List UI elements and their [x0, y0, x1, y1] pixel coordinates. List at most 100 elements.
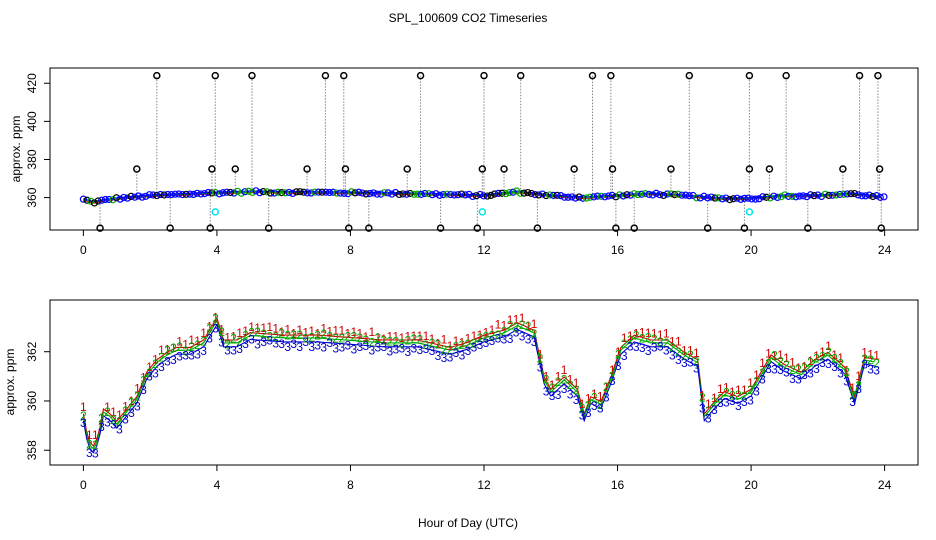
series-marker-1: 1 — [615, 345, 622, 359]
series-marker-2: 2 — [435, 337, 442, 351]
series-marker-3: 3 — [435, 349, 442, 363]
series-marker-1: 1 — [723, 380, 730, 394]
sample-point — [160, 191, 168, 199]
flagged-point — [208, 165, 216, 173]
sample-point — [637, 190, 646, 198]
sample-point — [344, 190, 352, 198]
series-marker-3: 3 — [381, 340, 388, 354]
series-marker-3: 3 — [711, 403, 718, 417]
sample-point — [663, 190, 671, 198]
series-marker-2: 2 — [140, 373, 147, 387]
series-marker-1: 1 — [651, 327, 658, 341]
flagged-point — [607, 71, 615, 80]
sample-point — [469, 192, 477, 201]
sample-point — [557, 192, 565, 200]
sample-point — [630, 190, 638, 198]
x-tick-label: 20 — [744, 478, 758, 492]
sample-point — [873, 192, 881, 200]
sample-point — [109, 196, 117, 204]
calibration-point — [745, 208, 754, 216]
series-marker-2: 2 — [825, 345, 832, 359]
series-marker-1: 1 — [387, 329, 394, 343]
sample-point — [755, 195, 763, 203]
series-marker-3: 3 — [122, 413, 129, 427]
series-marker-3: 3 — [759, 372, 766, 386]
sample-point — [476, 190, 484, 199]
series-marker-3: 3 — [284, 340, 291, 354]
flagged-point — [745, 71, 754, 80]
series-marker-3: 3 — [194, 348, 201, 362]
sample-point — [810, 192, 818, 200]
sample-point — [336, 189, 345, 197]
series-marker-2: 2 — [128, 396, 135, 410]
series-marker-2: 2 — [194, 338, 201, 352]
flagged-point — [166, 224, 174, 232]
series-marker-3: 3 — [170, 353, 177, 367]
sample-point — [406, 189, 414, 198]
sample-point — [189, 190, 198, 199]
series-marker-2: 2 — [705, 404, 712, 418]
series-marker-1: 1 — [374, 330, 381, 344]
series-marker-1: 1 — [603, 380, 610, 394]
series-marker-2: 2 — [525, 320, 532, 334]
series-marker-2: 2 — [260, 327, 267, 341]
sample-point — [582, 194, 591, 202]
sample-point — [483, 192, 491, 200]
sample-point — [270, 189, 278, 197]
sample-point — [79, 195, 87, 203]
series-marker-1: 1 — [134, 382, 141, 396]
series-marker-3: 3 — [747, 393, 754, 407]
series-marker-2: 2 — [789, 363, 796, 377]
sample-point — [869, 192, 877, 201]
sample-point — [604, 192, 613, 200]
sample-point — [417, 190, 425, 198]
series-marker-1: 1 — [837, 351, 844, 365]
series-marker-3: 3 — [320, 341, 327, 355]
series-marker-2: 2 — [477, 331, 484, 345]
series-marker-3: 3 — [441, 351, 448, 365]
sample-point — [498, 189, 506, 197]
sample-point — [443, 190, 451, 198]
flagged-point — [839, 165, 847, 173]
sample-point — [865, 191, 873, 199]
sample-point — [678, 191, 686, 199]
series-marker-1: 1 — [525, 319, 532, 333]
sample-point — [586, 193, 594, 201]
sample-point — [740, 194, 749, 202]
sample-point — [494, 189, 502, 198]
sample-point — [296, 188, 304, 196]
series-marker-1: 1 — [567, 372, 574, 386]
series-marker-3: 3 — [200, 344, 207, 358]
series-marker-2: 2 — [531, 327, 538, 341]
series-marker-2: 2 — [86, 438, 93, 452]
series-marker-3: 3 — [663, 344, 670, 358]
series-marker-2: 2 — [218, 325, 225, 339]
series-marker-2: 2 — [717, 391, 724, 405]
sample-point — [358, 189, 367, 197]
sample-point — [413, 190, 422, 198]
sample-point — [241, 188, 249, 196]
series-marker-1: 1 — [843, 363, 850, 377]
series-marker-2: 2 — [164, 343, 171, 357]
series-marker-3: 3 — [813, 362, 820, 376]
series-marker-3: 3 — [597, 401, 604, 415]
series-marker-3: 3 — [741, 395, 748, 409]
series-marker-1: 1 — [194, 334, 201, 348]
series-marker-1: 1 — [747, 376, 754, 390]
series-marker-3: 3 — [795, 373, 802, 387]
series-marker-1: 1 — [212, 310, 219, 324]
series-marker-2: 2 — [633, 328, 640, 342]
series-marker-3: 3 — [873, 364, 880, 378]
series-marker-2: 2 — [813, 352, 820, 366]
series-marker-1: 1 — [777, 348, 784, 362]
series-marker-3: 3 — [735, 399, 742, 413]
x-tick-label: 4 — [214, 243, 221, 257]
series-marker-3: 3 — [134, 399, 141, 413]
sample-point — [300, 188, 308, 196]
sample-point — [138, 193, 146, 201]
sample-point — [366, 189, 374, 198]
sample-point — [435, 191, 444, 199]
sample-point — [439, 191, 447, 199]
sample-point — [531, 190, 539, 199]
